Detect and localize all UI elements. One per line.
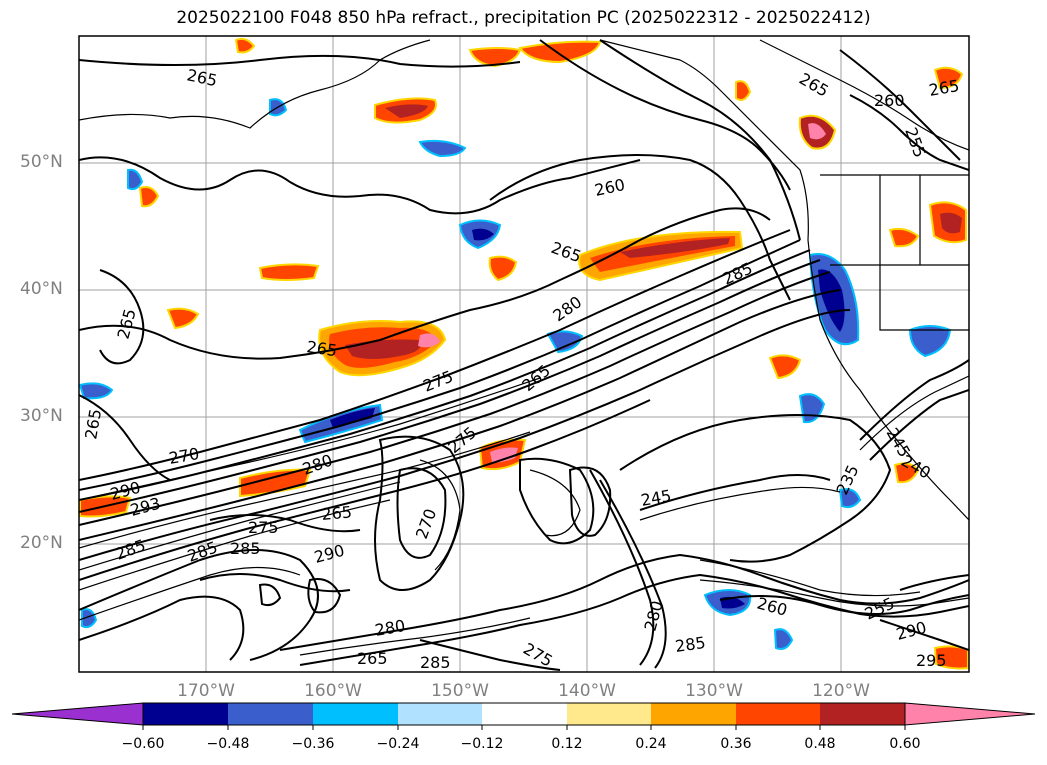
contour-label: 265: [357, 649, 388, 668]
precipitation-negative: [79, 98, 952, 650]
colorbar-extend-high: [904, 702, 1036, 726]
colorbar-tick-label: 0.48: [804, 736, 836, 752]
colorbar-tick-label: −0.12: [460, 736, 504, 752]
colorbar-tick-label: 0.24: [635, 736, 667, 752]
lon-label-170w: 170°W: [177, 681, 235, 701]
refractivity-contours-thin: [79, 375, 969, 656]
lat-label-20n: 20°N: [20, 533, 63, 553]
lat-label-30n: 30°N: [20, 406, 63, 426]
colorbar-tick-label: −0.60: [121, 736, 165, 752]
colorbar: [11, 702, 1036, 730]
contour-label: 295: [916, 651, 947, 670]
contour-label: 285: [420, 653, 451, 672]
colorbar-segment: [313, 703, 398, 725]
plot-frame: [78, 35, 970, 673]
contour-label: 275: [248, 518, 279, 537]
lon-label-160w: 160°W: [304, 681, 362, 701]
colorbar-segment: [651, 703, 736, 725]
lon-label-140w: 140°W: [558, 681, 616, 701]
refractivity-contours: [79, 39, 969, 671]
lon-label-120w: 120°W: [812, 681, 870, 701]
lon-label-150w: 150°W: [431, 681, 489, 701]
contour-label: 285: [230, 539, 261, 558]
colorbar-tick-label: −0.24: [376, 736, 420, 752]
contour-label: 265: [321, 502, 353, 524]
lat-label-50n: 50°N: [20, 152, 63, 172]
lat-label-40n: 40°N: [20, 279, 63, 299]
colorbar-segment: [228, 703, 313, 725]
colorbar-tick-label: 0.12: [551, 736, 583, 752]
colorbar-tick-label: −0.36: [291, 736, 335, 752]
colorbar-segment: [482, 703, 567, 725]
colorbar-segment: [820, 703, 905, 725]
contour-label: 260: [874, 91, 905, 110]
colorbar-tick-label: 0.60: [889, 736, 921, 752]
colorbar-tick-label: 0.36: [720, 736, 752, 752]
contour-label: 265: [305, 337, 338, 360]
colorbar-extend-low: [11, 702, 144, 726]
map-title: 2025022100 F048 850 hPa refract., precip…: [176, 8, 871, 28]
colorbar-tick-label: −0.48: [206, 736, 250, 752]
colorbar-segment: [398, 703, 482, 725]
contour-label: 285: [674, 633, 707, 656]
colorbar-segment: [567, 703, 651, 725]
colorbar-segment: [736, 703, 820, 725]
lon-label-130w: 130°W: [685, 681, 743, 701]
colorbar-segment: [143, 703, 228, 725]
